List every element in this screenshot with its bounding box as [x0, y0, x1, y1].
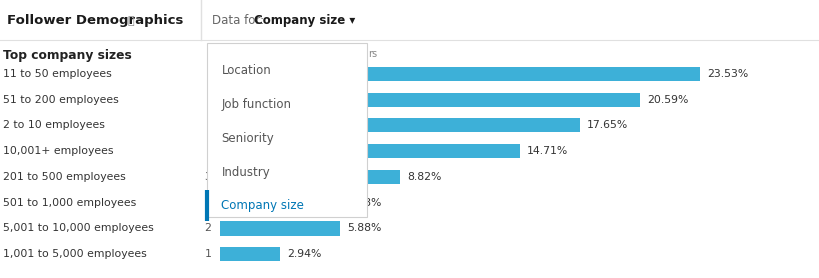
Text: 501 to 1,000 employees: 501 to 1,000 employees — [3, 198, 137, 208]
Text: 20.59%: 20.59% — [646, 95, 687, 105]
Text: Job function: Job function — [221, 98, 291, 111]
Text: ⓘ: ⓘ — [127, 16, 133, 26]
Text: 5,001 to 10,000 employees: 5,001 to 10,000 employees — [3, 224, 154, 234]
Text: 51 to 200 employees: 51 to 200 employees — [3, 95, 119, 105]
Text: 1: 1 — [205, 249, 211, 259]
Text: 2 to 10 employees: 2 to 10 employees — [3, 120, 105, 130]
Bar — [219, 144, 519, 158]
Text: 2: 2 — [205, 224, 211, 234]
Bar — [219, 118, 579, 132]
Bar — [219, 221, 339, 235]
Text: 201 to 500 employees: 201 to 500 employees — [3, 172, 126, 182]
Text: Data for:: Data for: — [211, 14, 271, 27]
Text: 2.94%: 2.94% — [287, 249, 321, 259]
Text: 11 to 50 employees: 11 to 50 employees — [3, 69, 112, 79]
Text: 14.71%: 14.71% — [527, 146, 568, 156]
Text: 8.82%: 8.82% — [406, 172, 441, 182]
Bar — [219, 196, 339, 210]
Text: rs: rs — [368, 49, 377, 59]
Text: Company size ▾: Company size ▾ — [254, 14, 355, 27]
Text: 5.88%: 5.88% — [346, 198, 381, 208]
Text: 5.88%: 5.88% — [346, 224, 381, 234]
Text: Location: Location — [221, 64, 271, 77]
Text: 1,001 to 5,000 employees: 1,001 to 5,000 employees — [3, 249, 147, 259]
Bar — [219, 67, 699, 81]
Text: Top company sizes: Top company sizes — [3, 49, 132, 62]
Text: 23.53%: 23.53% — [706, 69, 747, 79]
Text: 17.65%: 17.65% — [586, 120, 627, 130]
Text: Follower Demographics: Follower Demographics — [7, 14, 183, 27]
Text: 10,001+ employees: 10,001+ employees — [3, 146, 114, 156]
Bar — [219, 170, 399, 184]
Text: Industry: Industry — [221, 165, 269, 178]
Bar — [219, 247, 279, 261]
Text: Seniority: Seniority — [221, 132, 274, 145]
Text: 2: 2 — [205, 198, 211, 208]
Bar — [219, 93, 639, 107]
Text: 3: 3 — [205, 172, 211, 182]
Text: Company size: Company size — [221, 199, 304, 212]
